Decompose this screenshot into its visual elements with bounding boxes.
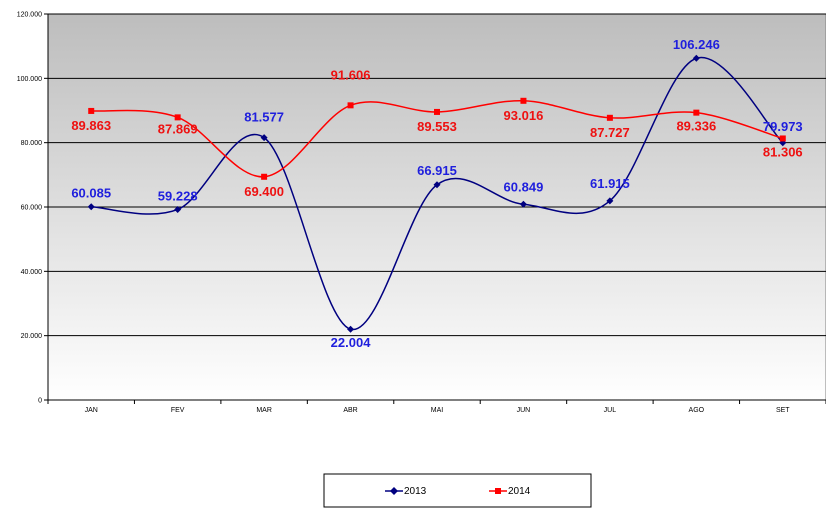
data-label-2013-jan: 60.085 xyxy=(71,186,111,201)
series-line-2013 xyxy=(91,56,784,330)
data-label-2014-mar: 69.400 xyxy=(244,184,284,199)
data-label-2013-jun: 60.849 xyxy=(504,179,544,194)
y-tick-label: 80.000 xyxy=(21,140,43,147)
legend: 2013 2014 xyxy=(323,473,592,508)
point-2013-jun xyxy=(519,200,527,208)
x-tick-label: AGO xyxy=(689,407,705,414)
data-label-2014-set: 81.306 xyxy=(763,144,803,159)
x-tick-label: MAR xyxy=(256,407,272,414)
data-labels: 60.085 59.228 81.577 22.004 66.915 60.849 61.9… xyxy=(71,37,802,350)
point-2013-mai xyxy=(433,181,441,189)
point-2014-mai xyxy=(434,108,440,115)
x-tick-label: JUN xyxy=(517,407,531,414)
series-group xyxy=(87,54,787,333)
y-tick-label: 60.000 xyxy=(21,205,43,212)
point-2014-jan xyxy=(88,107,95,114)
legend-box xyxy=(323,473,592,508)
x-tick-label: FEV xyxy=(171,407,185,414)
data-label-2013-jul: 61.915 xyxy=(590,176,630,191)
point-2013-ago xyxy=(692,54,700,62)
y-tick-label: 100.000 xyxy=(17,76,42,83)
data-label-2014-abr: 91.606 xyxy=(331,67,371,82)
legend-label-2014: 2014 xyxy=(508,486,531,497)
data-label-2014-jan: 89.863 xyxy=(71,118,111,133)
point-2013-fev xyxy=(174,205,182,213)
point-2013-mar xyxy=(260,134,268,142)
data-label-2014-ago: 89.336 xyxy=(676,119,716,134)
legend-marker-2014 xyxy=(495,488,501,494)
point-2013-abr xyxy=(347,325,355,333)
data-label-2013-set: 79.973 xyxy=(763,119,803,134)
y-tick-label: 20.000 xyxy=(21,333,43,340)
data-label-2013-mai: 66.915 xyxy=(417,163,457,178)
point-2013-jan xyxy=(87,203,95,211)
series-line-2014 xyxy=(91,100,783,178)
axes: 0 20.000 40.000 60.000 80.000 100.000 120.000 J… xyxy=(17,12,826,414)
point-2014-fev xyxy=(174,114,181,121)
data-label-2014-mai: 89.553 xyxy=(417,119,457,134)
y-tick-label: 120.000 xyxy=(17,12,42,19)
y-tick-label: 40.000 xyxy=(21,269,43,276)
data-label-2013-fev: 59.228 xyxy=(158,188,198,203)
x-tick-label: JUL xyxy=(604,407,617,414)
x-tick-label: JAN xyxy=(85,407,98,414)
point-2014-abr xyxy=(347,102,354,109)
point-2014-ago xyxy=(693,109,700,116)
data-label-2014-jul: 87.727 xyxy=(590,125,630,140)
legend-marker-2013 xyxy=(390,487,398,495)
point-2014-set xyxy=(779,135,786,142)
point-2013-jul xyxy=(606,197,614,205)
data-label-2013-ago: 106.246 xyxy=(673,37,720,52)
point-2014-jun xyxy=(520,97,527,104)
point-2014-jul xyxy=(606,114,613,121)
x-tick-label: MAI xyxy=(431,407,444,414)
legend-label-2013: 2013 xyxy=(404,486,427,497)
point-2014-mar xyxy=(261,173,268,180)
data-label-2014-fev: 87.869 xyxy=(158,121,198,136)
x-tick-label: SET xyxy=(776,407,790,414)
data-label-2014-jun: 93.016 xyxy=(504,108,544,123)
y-tick-label: 0 xyxy=(38,398,42,405)
data-label-2013-mar: 81.577 xyxy=(244,110,284,125)
x-tick-label: ABR xyxy=(343,407,357,414)
data-label-2013-abr: 22.004 xyxy=(331,335,372,350)
